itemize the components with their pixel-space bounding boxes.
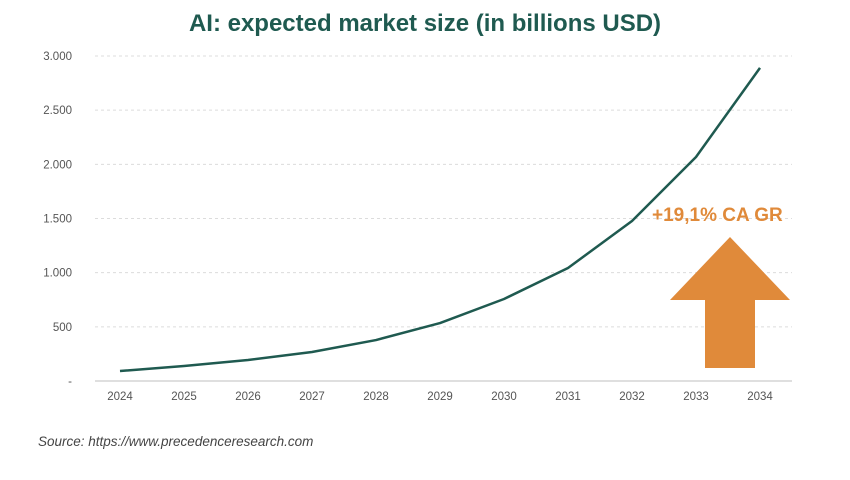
x-tick-label: 2029: [427, 391, 453, 403]
x-tick-label: 2025: [171, 391, 197, 403]
x-tick-label: 2032: [619, 391, 645, 403]
x-tick-label: 2026: [235, 391, 261, 403]
chart-title: AI: expected market size (in billions US…: [188, 10, 662, 37]
y-tick-label: 2.500: [43, 105, 72, 117]
source-note: Source: https://www.precedenceresearch.c…: [38, 434, 314, 449]
y-tick-label: 1.500: [43, 214, 72, 226]
up-arrow-icon: [670, 237, 790, 368]
y-tick-label: -: [68, 376, 72, 388]
x-tick-label: 2030: [491, 391, 517, 403]
x-tick-label: 2031: [555, 391, 581, 403]
x-tick-label: 2033: [683, 391, 709, 403]
cagr-annotation: +19,1% CA GR: [652, 205, 783, 226]
y-tick-label: 1.000: [43, 268, 72, 280]
y-tick-label: 2.000: [43, 159, 72, 171]
y-tick-label: 500: [53, 322, 72, 334]
x-tick-label: 2027: [299, 391, 325, 403]
x-tick-label: 2034: [747, 391, 773, 403]
x-tick-label: 2028: [363, 391, 389, 403]
x-tick-label: 2024: [107, 391, 133, 403]
y-tick-label: 3.000: [43, 51, 72, 63]
